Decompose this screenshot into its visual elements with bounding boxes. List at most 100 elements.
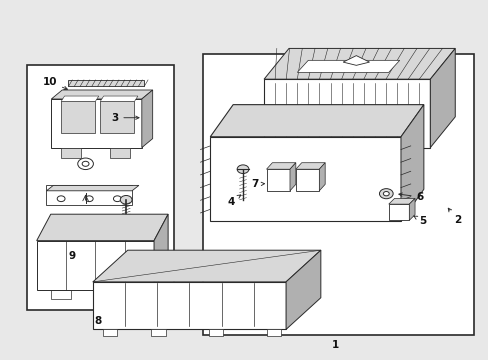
Bar xyxy=(170,292,195,320)
Bar xyxy=(101,292,125,320)
Bar xyxy=(44,267,64,282)
Bar xyxy=(221,184,242,198)
Polygon shape xyxy=(210,137,400,221)
Bar xyxy=(234,204,251,218)
Circle shape xyxy=(78,158,93,170)
Bar xyxy=(293,167,313,181)
Bar xyxy=(293,201,313,215)
Polygon shape xyxy=(100,102,134,133)
Polygon shape xyxy=(285,250,320,329)
Polygon shape xyxy=(289,163,295,191)
Polygon shape xyxy=(93,282,285,329)
Text: 5: 5 xyxy=(413,216,426,226)
Polygon shape xyxy=(100,96,138,102)
Bar xyxy=(365,184,385,198)
Polygon shape xyxy=(295,163,325,169)
Polygon shape xyxy=(61,96,99,102)
Text: 3: 3 xyxy=(111,113,139,123)
Circle shape xyxy=(379,189,392,199)
Bar xyxy=(365,201,385,215)
Polygon shape xyxy=(266,329,281,336)
Bar xyxy=(239,292,264,320)
Bar xyxy=(269,150,289,164)
Bar xyxy=(365,150,385,164)
Bar xyxy=(269,184,289,198)
Circle shape xyxy=(120,195,132,204)
Polygon shape xyxy=(142,90,152,148)
Bar xyxy=(129,290,149,299)
Polygon shape xyxy=(408,198,414,220)
Polygon shape xyxy=(295,169,319,191)
Polygon shape xyxy=(61,102,95,133)
Bar xyxy=(341,201,361,215)
Bar xyxy=(68,80,144,86)
Bar xyxy=(317,201,337,215)
Polygon shape xyxy=(208,329,223,336)
Bar xyxy=(204,292,229,320)
Text: 1: 1 xyxy=(331,340,338,350)
Bar xyxy=(269,201,289,215)
Polygon shape xyxy=(102,329,117,336)
Bar xyxy=(293,150,313,164)
Bar xyxy=(317,150,337,164)
Bar xyxy=(51,290,71,299)
Bar xyxy=(237,217,248,220)
Bar xyxy=(245,150,265,164)
Polygon shape xyxy=(400,105,423,221)
Polygon shape xyxy=(319,163,325,191)
Bar xyxy=(203,54,473,335)
Bar xyxy=(135,292,160,320)
Polygon shape xyxy=(429,48,454,148)
Polygon shape xyxy=(37,214,168,240)
Text: 9: 9 xyxy=(69,251,76,261)
Bar xyxy=(293,184,313,198)
Polygon shape xyxy=(37,240,154,290)
Circle shape xyxy=(85,196,93,202)
Polygon shape xyxy=(343,55,369,65)
Bar xyxy=(221,201,242,215)
Text: 10: 10 xyxy=(42,77,67,90)
Bar xyxy=(341,184,361,198)
Polygon shape xyxy=(264,79,429,148)
Polygon shape xyxy=(51,99,142,148)
Circle shape xyxy=(82,161,89,166)
Bar xyxy=(365,167,385,181)
Text: 7: 7 xyxy=(250,179,264,189)
Polygon shape xyxy=(61,148,81,158)
Bar xyxy=(341,167,361,181)
Polygon shape xyxy=(46,185,139,191)
Bar xyxy=(269,167,289,181)
Bar xyxy=(317,184,337,198)
Bar xyxy=(341,150,361,164)
Polygon shape xyxy=(388,198,414,204)
Polygon shape xyxy=(93,250,320,282)
Polygon shape xyxy=(264,48,454,79)
Circle shape xyxy=(383,192,388,196)
Bar xyxy=(27,65,173,310)
Circle shape xyxy=(237,165,248,174)
Bar xyxy=(221,167,242,181)
Bar xyxy=(245,184,265,198)
Polygon shape xyxy=(210,105,423,137)
Polygon shape xyxy=(51,90,152,99)
Polygon shape xyxy=(110,148,129,158)
Bar xyxy=(110,267,129,282)
Polygon shape xyxy=(150,329,165,336)
Circle shape xyxy=(113,196,121,202)
Text: 8: 8 xyxy=(94,316,101,326)
Polygon shape xyxy=(388,204,408,220)
Bar xyxy=(46,185,132,205)
Polygon shape xyxy=(266,169,289,191)
Polygon shape xyxy=(154,214,168,290)
Circle shape xyxy=(57,196,65,202)
Polygon shape xyxy=(266,163,295,169)
Bar xyxy=(221,150,242,164)
Text: 2: 2 xyxy=(447,208,460,225)
Polygon shape xyxy=(297,60,399,72)
Bar xyxy=(77,267,97,282)
Text: 6: 6 xyxy=(398,192,423,202)
Bar xyxy=(317,167,337,181)
Bar xyxy=(245,167,265,181)
Bar xyxy=(245,201,265,215)
Text: 4: 4 xyxy=(227,195,240,207)
